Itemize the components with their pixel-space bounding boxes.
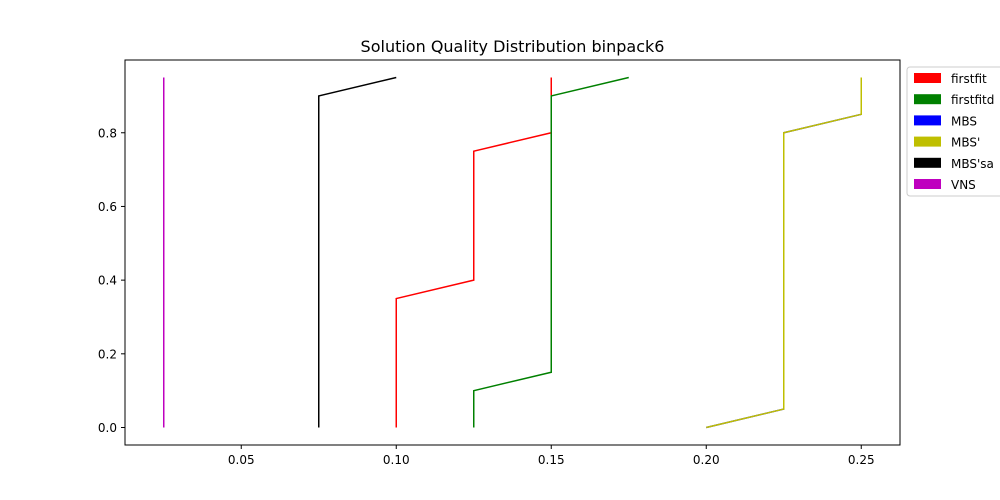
series-layer: [163, 76, 862, 429]
legend-swatch: [914, 179, 941, 189]
y-tick-label: 0.6: [98, 200, 117, 214]
x-tick-label: 0.25: [848, 453, 875, 467]
legend-label: firstfitd: [951, 93, 994, 107]
legend-label: MBS'sa: [951, 157, 994, 171]
y-tick-label: 0.0: [98, 421, 117, 435]
x-axis: 0.05 0.10 0.15 0.20 0.25: [228, 445, 875, 467]
legend-swatch: [914, 73, 941, 83]
plot-frame: [124, 59, 901, 446]
y-axis: 0.0 0.2 0.4 0.6 0.8: [98, 126, 125, 435]
legend-swatch: [914, 94, 941, 105]
legend-swatch: [914, 115, 941, 126]
legend-box: [906, 66, 1000, 197]
series-line-mbs-sa: [318, 76, 397, 428]
x-tick-label: 0.15: [538, 453, 565, 467]
legend-swatch: [914, 157, 941, 168]
legend-label: firstfit: [951, 72, 987, 86]
y-tick-label: 0.2: [98, 347, 117, 361]
legend: firstfit firstfitd MBS MBS' MBS'sa VNS: [906, 66, 1000, 197]
series-line-mbs: [706, 77, 862, 429]
legend-label: MBS: [951, 114, 977, 128]
x-tick-label: 0.20: [693, 453, 720, 467]
series-line-firstfit: [395, 77, 552, 428]
legend-label: VNS: [951, 178, 976, 192]
legend-label: MBS': [951, 136, 980, 150]
legend-swatch: [914, 136, 941, 147]
series-line-firstfitd: [473, 76, 629, 428]
chart-title: Solution Quality Distribution binpack6: [361, 37, 665, 56]
x-tick-label: 0.05: [228, 453, 255, 467]
x-tick-label: 0.10: [383, 453, 410, 467]
y-tick-label: 0.4: [98, 274, 117, 288]
y-tick-label: 0.8: [98, 126, 117, 140]
